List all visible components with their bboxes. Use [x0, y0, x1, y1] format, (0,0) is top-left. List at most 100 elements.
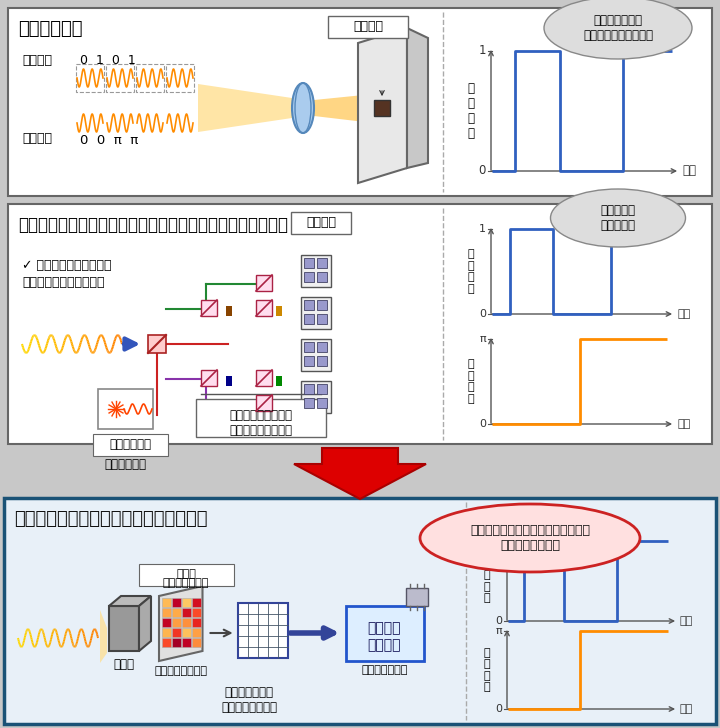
Text: 位相回復: 位相回復 [368, 621, 401, 635]
Text: 受光素子: 受光素子 [353, 20, 383, 33]
Ellipse shape [544, 0, 692, 59]
Text: 位相情報を逆算: 位相情報を逆算 [361, 665, 408, 675]
Polygon shape [109, 596, 151, 606]
Bar [192, 598, 201, 607]
Text: 受光素子: 受光素子 [306, 216, 336, 229]
Text: 時間: 時間 [680, 704, 693, 714]
Bar [317, 356, 327, 366]
Bar [256, 300, 272, 316]
Text: 光
の
強
度: 光 の 強 度 [484, 558, 490, 604]
Text: 時間: 時間 [680, 616, 693, 626]
Text: ローカル光源: ローカル光源 [109, 438, 151, 451]
Text: 位相情報: 位相情報 [22, 132, 52, 144]
Text: 光
の
強
度: 光 の 強 度 [467, 82, 474, 140]
Bar [192, 628, 201, 637]
Polygon shape [407, 28, 428, 168]
Bar [226, 306, 232, 316]
Bar [182, 618, 191, 627]
Text: 強度情報: 強度情報 [22, 53, 52, 66]
Bar [304, 398, 314, 408]
Text: 時間: 時間 [682, 165, 696, 178]
Bar [172, 608, 181, 617]
Polygon shape [358, 28, 407, 183]
Bar [301, 339, 331, 371]
Bar [8, 8, 712, 196]
Text: 強度に加え
位相も検出: 強度に加え 位相も検出 [600, 204, 636, 232]
Bar [162, 618, 171, 627]
Text: π: π [480, 334, 486, 344]
Bar [8, 204, 712, 444]
Bar [162, 638, 171, 647]
Bar [317, 300, 327, 310]
Text: 今回の位相回復型コヒーレント受信方式: 今回の位相回復型コヒーレント受信方式 [14, 510, 207, 528]
Text: 集積型受光素子: 集積型受光素子 [163, 578, 210, 588]
Ellipse shape [420, 504, 640, 572]
Bar [172, 618, 181, 627]
Bar [98, 389, 153, 429]
Bar [346, 606, 423, 661]
Text: 0: 0 [495, 704, 502, 714]
Bar [301, 297, 331, 329]
Text: 散乱体: 散乱体 [114, 658, 135, 671]
Bar [256, 275, 272, 291]
Bar [276, 306, 282, 316]
Bar [192, 638, 201, 647]
Bar [256, 370, 272, 386]
Text: 0: 0 [479, 309, 486, 319]
Text: ローカル光源: ローカル光源 [104, 458, 146, 471]
Bar [192, 618, 201, 627]
Text: 0: 0 [479, 165, 486, 178]
Bar [405, 588, 428, 606]
Bar [226, 376, 232, 386]
Text: 1: 1 [479, 44, 486, 58]
Text: 強度情報のみで
位相情報は分からない: 強度情報のみで 位相情報は分からない [583, 14, 653, 42]
Text: 光源や光ハイブリッド回路なしで、
強度と位相を検出: 光源や光ハイブリッド回路なしで、 強度と位相を検出 [470, 524, 590, 552]
Text: π: π [495, 626, 502, 636]
Bar [304, 300, 314, 310]
Bar [301, 255, 331, 287]
Bar [304, 384, 314, 394]
Bar [317, 398, 327, 408]
Bar [256, 395, 272, 411]
Ellipse shape [292, 83, 314, 133]
Bar [162, 608, 171, 617]
Polygon shape [100, 610, 107, 663]
Polygon shape [198, 84, 292, 132]
Bar [304, 272, 314, 282]
Bar [317, 384, 327, 394]
Text: 光
の
位
相: 光 の 位 相 [468, 359, 474, 404]
Bar [162, 628, 171, 637]
Text: （偶波多重の場合）: （偶波多重の場合） [230, 424, 292, 437]
Text: ✓ 光信号と同期した波を: ✓ 光信号と同期した波を [22, 259, 112, 272]
Text: 0: 0 [479, 419, 486, 429]
Text: 0  0  π  π: 0 0 π π [80, 133, 138, 146]
Bar [238, 603, 287, 658]
Text: 信号処理: 信号処理 [368, 638, 401, 652]
Text: 光
の
強
度: 光 の 強 度 [468, 249, 474, 294]
Text: 光ハイブリッド回路: 光ハイブリッド回路 [230, 409, 292, 422]
Bar [182, 608, 191, 617]
Bar [172, 638, 181, 647]
Text: 0  1  0  1: 0 1 0 1 [80, 53, 136, 66]
Bar [93, 434, 168, 456]
Text: 光
の
位
相: 光 の 位 相 [484, 648, 490, 692]
Bar [192, 608, 201, 617]
Text: 時間: 時間 [677, 419, 690, 429]
Bar [4, 498, 716, 724]
Bar [201, 370, 217, 386]
Bar [182, 598, 191, 607]
Text: 位相が変わると
パターンが変わる: 位相が変わると パターンが変わる [221, 686, 277, 714]
Bar [136, 64, 164, 92]
Polygon shape [314, 93, 382, 124]
Text: 1: 1 [495, 536, 502, 546]
Polygon shape [139, 596, 151, 651]
Bar [162, 598, 171, 607]
Bar [374, 100, 390, 116]
Bar [304, 356, 314, 366]
Bar [106, 64, 134, 92]
Bar [317, 342, 327, 352]
Bar [148, 335, 166, 353]
Bar [304, 314, 314, 324]
Bar [182, 628, 191, 637]
Bar [201, 300, 217, 316]
